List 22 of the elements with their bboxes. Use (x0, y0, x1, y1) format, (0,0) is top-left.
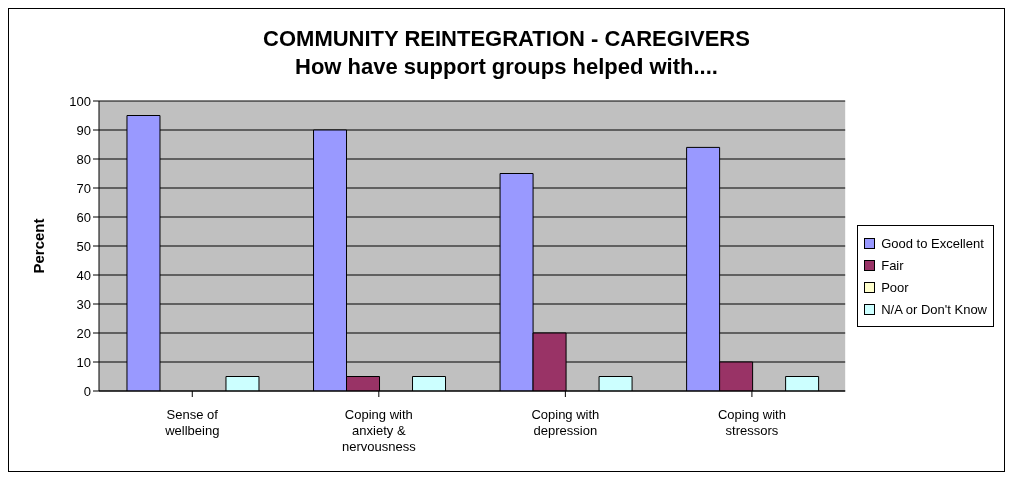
y-tick-label: 60 (76, 209, 91, 225)
x-tick-label: Sense of wellbeing (164, 407, 220, 438)
y-tick-label: 70 (76, 180, 91, 196)
x-tick-label: Coping with depression (531, 407, 600, 438)
y-tick-label: 20 (76, 325, 91, 341)
y-axis-title: Percent (30, 218, 48, 274)
y-tick-label: 30 (76, 296, 91, 312)
legend-label: Poor (881, 279, 909, 295)
chart-title: COMMUNITY REINTEGRATION - CAREGIVERS (262, 25, 751, 53)
y-tick-label: 50 (76, 238, 91, 254)
y-tick-label: 90 (76, 122, 91, 138)
y-tick-label: 0 (83, 383, 91, 399)
chart-subtitle: How have support groups helped with.... (294, 53, 719, 81)
legend-label: N/A or Don't Know (881, 301, 987, 317)
y-tick-label: 10 (76, 354, 91, 370)
y-tick-label: 40 (76, 267, 91, 283)
x-tick-label: Coping with stressors (717, 407, 786, 438)
y-tick-label: 80 (76, 151, 91, 167)
y-tick-label: 100 (69, 93, 91, 109)
x-tick-label: Coping with anxiety & nervousness (341, 407, 417, 454)
legend-label: Good to Excellent (881, 235, 984, 251)
legend-label: Fair (881, 257, 904, 273)
